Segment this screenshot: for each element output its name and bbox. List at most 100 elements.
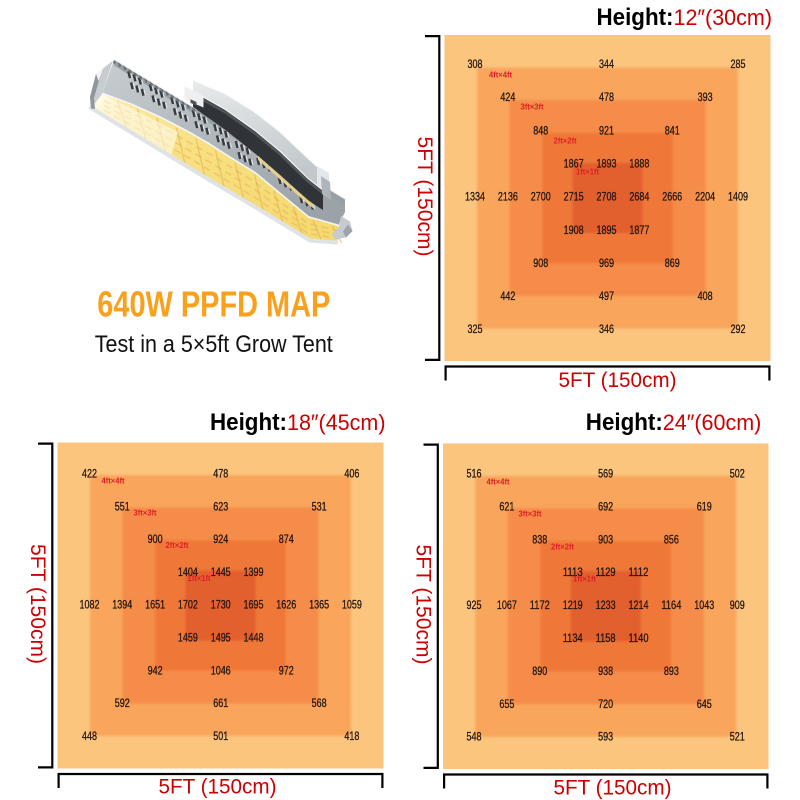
svg-text:2700: 2700 — [531, 190, 551, 204]
svg-text:1702: 1702 — [178, 598, 198, 612]
svg-text:969: 969 — [599, 256, 614, 270]
svg-text:593: 593 — [598, 730, 613, 744]
svg-text:5FT (150cm): 5FT (150cm) — [412, 545, 435, 665]
svg-text:720: 720 — [598, 697, 613, 711]
svg-text:2715: 2715 — [564, 190, 584, 204]
svg-text:Height:: Height: — [586, 409, 663, 436]
svg-text:1140: 1140 — [629, 631, 649, 645]
svg-text:1895: 1895 — [597, 223, 617, 237]
svg-text:422: 422 — [82, 467, 97, 481]
svg-text:5FT (150cm): 5FT (150cm) — [554, 776, 672, 799]
svg-text:478: 478 — [213, 467, 228, 481]
svg-text:924: 924 — [213, 532, 228, 546]
svg-text:325: 325 — [468, 322, 483, 336]
svg-text:501: 501 — [213, 729, 228, 743]
svg-text:655: 655 — [499, 697, 514, 711]
svg-text:925: 925 — [467, 598, 482, 612]
svg-text:1730: 1730 — [211, 598, 231, 612]
svg-text:1134: 1134 — [563, 631, 583, 645]
svg-text:1172: 1172 — [530, 598, 550, 612]
svg-text:424: 424 — [500, 90, 515, 104]
svg-text:1334: 1334 — [465, 190, 485, 204]
svg-text:893: 893 — [664, 664, 679, 678]
svg-text:1082: 1082 — [80, 598, 100, 612]
svg-text:1404: 1404 — [178, 565, 198, 579]
svg-text:1129: 1129 — [596, 565, 616, 579]
svg-text:838: 838 — [532, 532, 547, 546]
svg-text:521: 521 — [730, 730, 745, 744]
svg-text:1459: 1459 — [178, 631, 198, 645]
svg-text:1233: 1233 — [596, 598, 616, 612]
svg-text:1888: 1888 — [629, 156, 649, 170]
svg-text:900: 900 — [148, 532, 163, 546]
svg-text:623: 623 — [213, 499, 228, 513]
svg-text:874: 874 — [279, 532, 294, 546]
svg-text:442: 442 — [500, 289, 515, 303]
svg-text:2708: 2708 — [597, 190, 617, 204]
svg-text:516: 516 — [467, 467, 482, 481]
svg-text:24″(60cm): 24″(60cm) — [663, 410, 762, 435]
svg-text:1394: 1394 — [112, 598, 132, 612]
svg-text:1495: 1495 — [211, 631, 231, 645]
svg-text:1158: 1158 — [596, 631, 616, 645]
svg-text:2ft×2ft: 2ft×2ft — [551, 543, 574, 552]
svg-text:692: 692 — [598, 499, 613, 513]
svg-text:972: 972 — [279, 663, 294, 677]
svg-text:4ft×4ft: 4ft×4ft — [102, 476, 125, 485]
svg-text:2136: 2136 — [498, 190, 518, 204]
svg-text:Height:: Height: — [210, 409, 287, 436]
svg-text:1112: 1112 — [629, 565, 649, 579]
svg-text:1695: 1695 — [244, 598, 264, 612]
svg-text:1113: 1113 — [563, 565, 583, 579]
svg-text:942: 942 — [148, 663, 163, 677]
svg-text:645: 645 — [697, 697, 712, 711]
svg-text:1164: 1164 — [661, 598, 681, 612]
svg-text:1867: 1867 — [564, 156, 584, 170]
svg-text:292: 292 — [731, 322, 746, 336]
svg-text:548: 548 — [467, 730, 482, 744]
svg-text:1043: 1043 — [694, 598, 714, 612]
svg-text:1059: 1059 — [342, 598, 362, 612]
svg-text:908: 908 — [533, 256, 548, 270]
svg-text:406: 406 — [344, 467, 359, 481]
svg-text:1445: 1445 — [211, 565, 231, 579]
svg-text:478: 478 — [599, 90, 614, 104]
svg-text:1067: 1067 — [497, 598, 517, 612]
svg-text:2204: 2204 — [695, 190, 715, 204]
svg-text:285: 285 — [731, 57, 746, 71]
svg-text:1877: 1877 — [629, 223, 649, 237]
svg-text:497: 497 — [599, 289, 614, 303]
svg-text:3ft×3ft: 3ft×3ft — [134, 508, 157, 517]
svg-text:909: 909 — [730, 598, 745, 612]
svg-text:2666: 2666 — [662, 190, 682, 204]
svg-text:619: 619 — [697, 499, 712, 513]
svg-text:841: 841 — [665, 123, 680, 137]
svg-text:1ft×1ft: 1ft×1ft — [576, 167, 599, 176]
svg-text:1908: 1908 — [564, 223, 584, 237]
svg-text:1046: 1046 — [211, 663, 231, 677]
svg-text:869: 869 — [665, 256, 680, 270]
svg-text:1651: 1651 — [145, 598, 165, 612]
svg-text:393: 393 — [698, 90, 713, 104]
svg-text:1626: 1626 — [276, 598, 296, 612]
svg-text:448: 448 — [82, 729, 97, 743]
svg-text:1399: 1399 — [244, 565, 264, 579]
svg-text:12″(30cm): 12″(30cm) — [674, 5, 773, 30]
svg-text:3ft×3ft: 3ft×3ft — [519, 510, 542, 519]
svg-text:18″(45cm): 18″(45cm) — [287, 410, 386, 435]
svg-text:2ft×2ft: 2ft×2ft — [166, 541, 189, 550]
svg-text:5FT (150cm): 5FT (150cm) — [413, 137, 436, 257]
svg-text:903: 903 — [598, 532, 613, 546]
svg-text:592: 592 — [115, 696, 130, 710]
svg-text:568: 568 — [312, 696, 327, 710]
svg-text:921: 921 — [599, 123, 614, 137]
svg-text:1365: 1365 — [309, 598, 329, 612]
svg-text:531: 531 — [312, 499, 327, 513]
svg-text:848: 848 — [533, 123, 548, 137]
svg-text:890: 890 — [532, 664, 547, 678]
svg-text:5FT (150cm): 5FT (150cm) — [159, 775, 277, 798]
svg-text:1214: 1214 — [629, 598, 649, 612]
svg-text:1409: 1409 — [728, 190, 748, 204]
svg-text:551: 551 — [115, 499, 130, 513]
svg-text:502: 502 — [730, 467, 745, 481]
